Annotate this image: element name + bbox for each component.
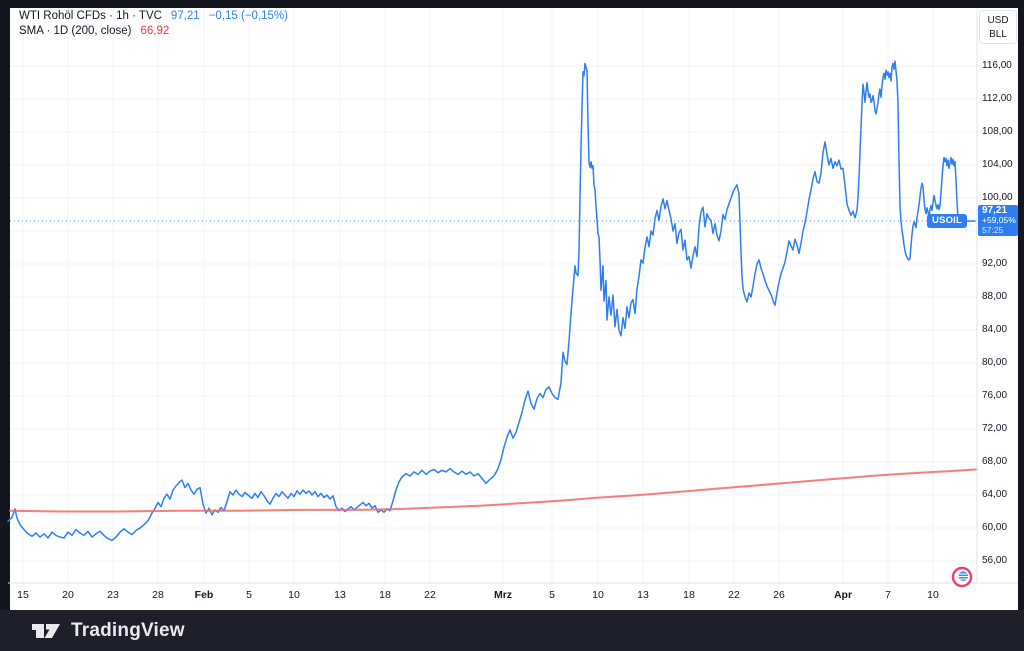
legend-series-price: 97,21 [170,10,200,22]
price-tick-label: 80,00 [982,357,1008,368]
legend-sma-title: SMA · 1D (200, close) [19,25,132,37]
unit-usd-label: USD [987,14,1009,26]
time-tick-label: 22 [728,589,740,601]
legend-sma-row[interactable]: SMA · 1D (200, close) 66,92 [19,24,288,39]
price-tick-label: 60,00 [982,522,1008,533]
time-tick-label: 7 [885,589,891,601]
legend: WTI Rohöl CFDs · 1h · TVC 97,21 −0,15 (−… [19,9,288,39]
time-tick-label: 13 [637,589,649,601]
price-tick-label: 112,00 [982,93,1012,104]
badge-countdown: 57:25 [982,224,1004,235]
price-tick-label: 104,00 [982,159,1013,170]
price-tick-label: 64,00 [982,489,1008,500]
footer-bar: TradingView [0,610,1024,651]
price-tick-label: 72,00 [982,423,1008,434]
time-tick-label: 23 [107,589,119,601]
legend-series-row[interactable]: WTI Rohöl CFDs · 1h · TVC 97,21 −0,15 (−… [19,9,288,24]
time-tick-label: Apr [833,589,853,601]
time-tick-label: Feb [194,589,214,601]
time-tick-label: 10 [927,589,939,601]
price-axis-badge: 97,21 +59,05% 57:25 [978,205,1018,236]
time-tick-label: 10 [592,589,604,601]
time-tick-label: 10 [288,589,300,601]
time-tick-label: 5 [246,589,252,601]
time-tick-label: 13 [334,589,346,601]
legend-series-change: −0,15 (−0,15%) [208,10,288,22]
time-tick-label: 22 [424,589,436,601]
series-symbol-tag: USOIL [927,214,968,228]
time-tick-label: 26 [773,589,785,601]
price-tick-label: 116,00 [982,60,1012,71]
price-tick-label: 76,00 [982,390,1008,401]
exchange-logo-icon [951,566,973,593]
time-tick-label: 15 [17,589,29,601]
legend-series-title: WTI Rohöl CFDs · 1h · TVC [19,10,162,22]
unit-bll-label: BLL [989,28,1007,40]
price-tick-label: 108,00 [982,126,1013,137]
time-tick-label: Mrz [493,589,513,601]
price-tick-label: 88,00 [982,291,1008,302]
time-tick-label: 28 [152,589,164,601]
tradingview-logo-icon [32,623,60,638]
badge-price: 97,21 [982,205,1008,216]
tradingview-wordmark[interactable]: TradingView [71,619,185,641]
axis-unit-toggle[interactable]: USD BLL [979,10,1017,44]
price-tick-label: 84,00 [982,324,1008,335]
price-tick-label: 92,00 [982,258,1008,269]
badge-change-pct: +59,05% [982,215,1016,225]
time-tick-label: 20 [62,589,74,601]
time-tick-label: 5 [549,589,555,601]
price-tick-label: 100,00 [982,192,1013,203]
price-tick-label: 56,00 [982,555,1008,566]
price-tick-label: 68,00 [982,456,1008,467]
legend-sma-value: 66,92 [140,25,170,37]
time-tick-label: 18 [379,589,391,601]
time-tick-label: 18 [683,589,695,601]
